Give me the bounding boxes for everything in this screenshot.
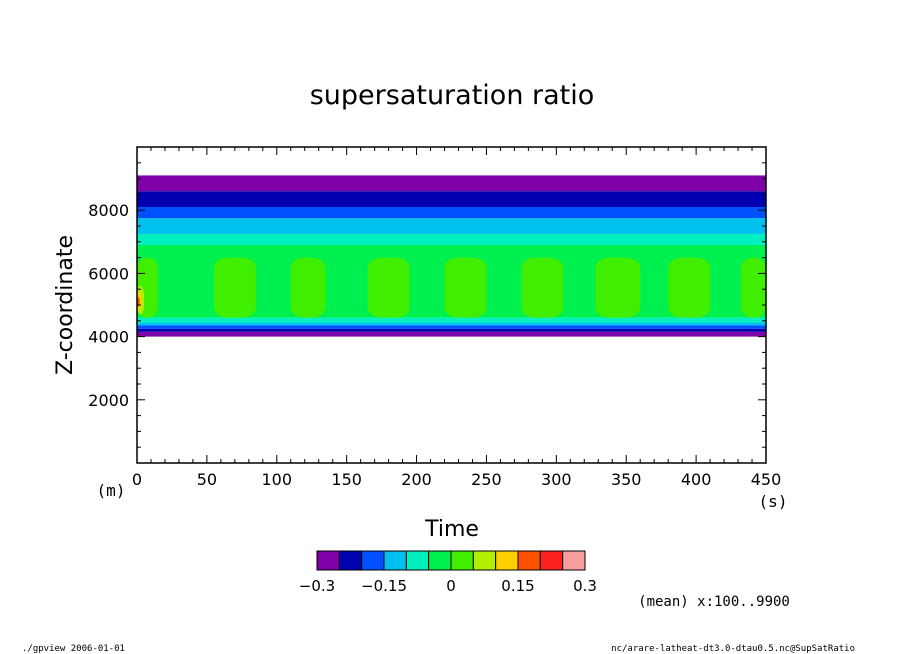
x-tick-label-6: 300 — [541, 470, 572, 489]
colorbar-swatch-5 — [428, 550, 452, 571]
x-tick-label-7: 350 — [611, 470, 642, 489]
colorbar-swatch-6 — [450, 550, 474, 571]
plot-fill — [137, 175, 766, 337]
y-unit-label: (m) — [97, 481, 126, 500]
program-annotation: ./gpview 2006-01-01 — [22, 644, 125, 654]
contour-band-9 — [137, 191, 766, 208]
contour-cell-1 — [213, 257, 256, 318]
colorbar-tick-label-2: 0 — [446, 577, 456, 595]
contour-band-0 — [137, 331, 766, 337]
contour-cell-3 — [367, 257, 410, 318]
y-tick-label-3: 8000 — [88, 201, 129, 220]
contour-cell-6 — [595, 257, 641, 318]
contour-cell-2 — [290, 257, 326, 318]
contour-cell-5 — [521, 257, 564, 318]
colorbar-swatch-8 — [495, 550, 519, 571]
x-tick-label-1: 50 — [197, 470, 217, 489]
x-tick-label-5: 250 — [471, 470, 502, 489]
colorbar-swatch-0 — [316, 550, 340, 571]
x-tick-label-9: 450 — [751, 470, 782, 489]
colorbar-swatch-7 — [472, 550, 497, 571]
contour-band-2 — [137, 325, 766, 329]
colorbar-tick-label-1: −0.15 — [361, 577, 407, 595]
colorbar-swatch-3 — [383, 550, 407, 571]
y-tick-label-2: 6000 — [88, 264, 129, 283]
contour-cell-7 — [668, 257, 711, 318]
x-tick-label-3: 150 — [331, 470, 362, 489]
colorbar-swatch-4 — [405, 550, 430, 571]
x-tick-label-8: 400 — [681, 470, 712, 489]
colorbar-tick-label-3: 0.15 — [501, 577, 534, 595]
x-tick-label-4: 200 — [401, 470, 432, 489]
contour-band-10 — [137, 175, 766, 192]
contour-band-4 — [137, 317, 766, 323]
x-unit-label: (s) — [759, 492, 788, 511]
colorbar-swatch-10 — [539, 550, 564, 571]
contour-band-8 — [137, 207, 766, 219]
colorbar-swatch-1 — [338, 550, 363, 571]
colorbar-tick-label-0: −0.3 — [299, 577, 335, 595]
mean-annotation: (mean) x:100..9900 — [638, 594, 790, 610]
colorbar-tick-label-4: 0.3 — [573, 577, 597, 595]
x-axis-label: Time — [424, 517, 479, 542]
contour-band-3 — [137, 322, 766, 326]
colorbar-swatch-9 — [517, 550, 541, 571]
x-axis: 0 50 100 150 200 250 300 350 400 450 — [132, 147, 781, 489]
colorbar: −0.3 −0.15 0 0.15 0.3 — [299, 550, 597, 595]
colorbar-swatch-2 — [361, 550, 385, 571]
x-tick-label-2: 100 — [262, 470, 293, 489]
contour-band-6 — [137, 233, 766, 245]
contour-band-1 — [137, 328, 766, 332]
colorbar-swatch-11 — [562, 550, 586, 571]
contour-band-7 — [137, 218, 766, 234]
y-axis: 2000 4000 6000 8000 — [88, 162, 766, 448]
x-tick-label-0: 0 — [132, 470, 142, 489]
y-axis-label: Z-coordinate — [53, 235, 78, 375]
contour-cell-4 — [444, 257, 487, 318]
y-tick-label-0: 2000 — [88, 391, 129, 410]
y-tick-label-1: 4000 — [88, 328, 129, 347]
contour-cell-8 — [740, 257, 766, 318]
chart-title: supersaturation ratio — [310, 80, 595, 111]
source-annotation: nc/arare-latheat-dt3.0-dtau0.5.nc@SupSat… — [611, 644, 855, 654]
